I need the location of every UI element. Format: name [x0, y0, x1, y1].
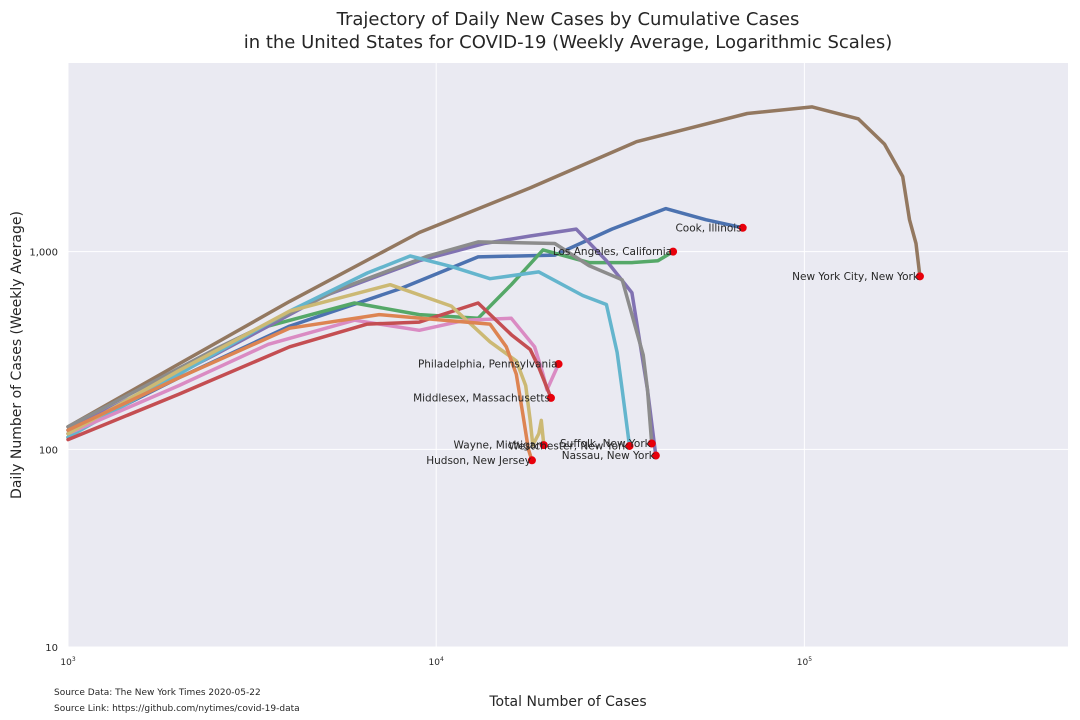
series-end-label: Middlesex, Massachusetts [413, 392, 550, 404]
x-axis-label: Total Number of Cases [488, 694, 646, 710]
series-end-labels: New York City, New York Cook, IllinoisLos… [413, 222, 920, 466]
series-end-markers [527, 223, 924, 465]
series-lines [66, 105, 922, 463]
series-end-label: Westchester, New York [509, 440, 630, 452]
series-end-label: Philadelphia, Pennsylvania [418, 359, 558, 371]
source-link-note: Source Link: https://github.com/nytimes/… [54, 704, 300, 714]
y-axis-label: Daily Number of Cases (Weekly Average) [9, 211, 25, 499]
series-end-marker [647, 439, 656, 448]
series-line [66, 282, 546, 447]
series-end-label: Suffolk, New York [560, 438, 652, 450]
y-tick-label: 1,000 [29, 248, 58, 259]
series-end-marker [738, 223, 747, 232]
y-tick-label: 100 [39, 445, 58, 456]
series-end-label: Nassau, New York [562, 450, 656, 462]
series-end-label: Los Angeles, California [553, 246, 672, 258]
series-end-label: Wayne, Michigan [454, 440, 543, 452]
x-tick-label: 104 [429, 656, 444, 668]
series-end-marker [554, 360, 563, 369]
series-end-marker [651, 451, 660, 460]
series-end-label: New York City, New York [792, 271, 920, 283]
series-end-marker [625, 441, 634, 450]
series-end-marker [546, 393, 555, 402]
series-end-marker [669, 247, 678, 256]
chart-title: Trajectory of Daily New Cases by Cumulat… [0, 8, 1080, 54]
series-end-marker [915, 272, 924, 281]
series-end-marker [527, 456, 536, 465]
series-line [66, 312, 534, 463]
source-data-note: Source Data: The New York Times 2020-05-… [54, 688, 261, 698]
x-tick-label: 105 [797, 656, 812, 668]
series-line [66, 105, 922, 429]
plot-background [68, 63, 1068, 647]
chart-title-line-2: in the United States for COVID-19 (Weekl… [243, 32, 893, 53]
axis-ticks: 103 104 105 10 100 1,000 [29, 248, 812, 668]
y-tick-label: 10 [45, 643, 58, 654]
series-end-marker [539, 441, 548, 450]
x-tick-label: 103 [60, 656, 75, 668]
chart-title-line-1: Trajectory of Daily New Cases by Cumulat… [336, 9, 800, 30]
series-end-label: Cook, Illinois [675, 222, 741, 234]
series-end-label: Hudson, New Jersey [426, 455, 531, 467]
series-line [66, 301, 553, 442]
